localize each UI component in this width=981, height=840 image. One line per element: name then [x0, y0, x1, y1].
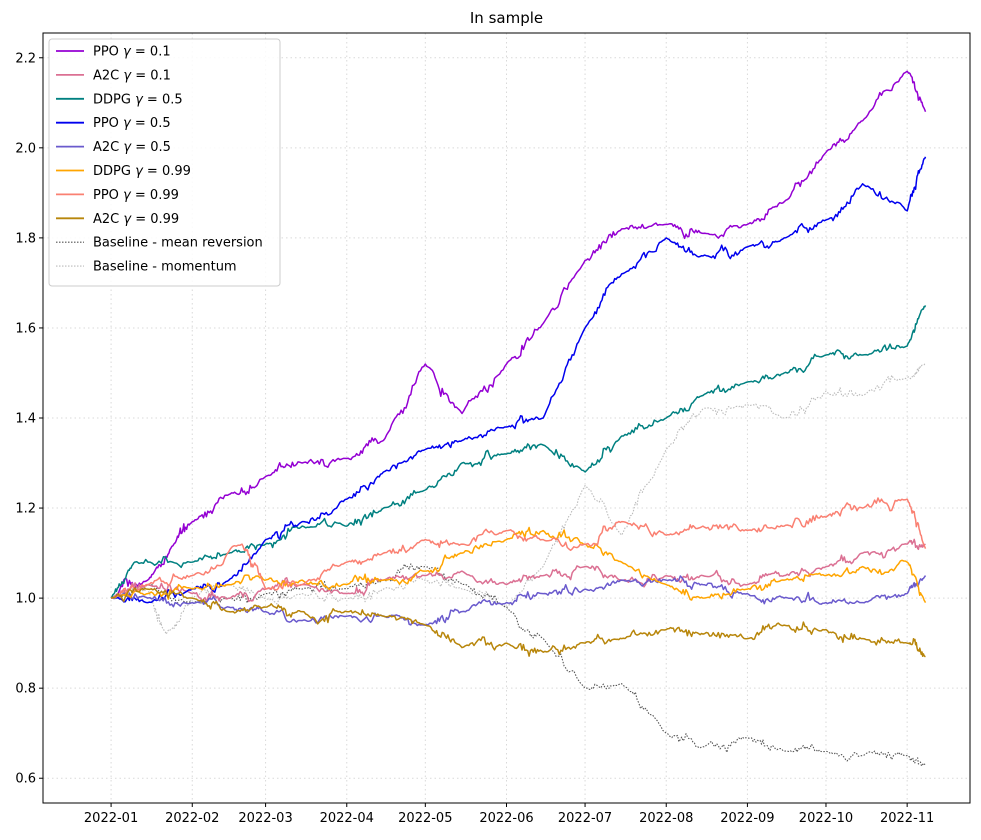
- gamma-symbol: γ: [119, 68, 132, 83]
- equals-sign: =: [131, 140, 150, 155]
- equals-sign: =: [143, 92, 162, 107]
- x-tick-label: 2022-11: [880, 811, 934, 826]
- legend-label-text: DDPG: [93, 92, 131, 107]
- legend-label-text: A2C: [93, 140, 119, 155]
- y-tick-label: 1.8: [15, 231, 36, 246]
- series-layer: [110, 70, 927, 766]
- y-tick-label: 2.0: [15, 141, 36, 156]
- gamma-symbol: γ: [119, 140, 132, 155]
- x-tick-label: 2022-10: [799, 811, 853, 826]
- grid-layer: [43, 33, 970, 803]
- legend-label: PPO γ = 0.1: [93, 45, 171, 60]
- gamma-value: 0.5: [162, 92, 183, 107]
- gamma-symbol: γ: [119, 116, 132, 131]
- y-tick-label: 1.6: [15, 321, 36, 336]
- y-tick-label: 1.0: [15, 592, 36, 607]
- legend-label-text: Baseline - momentum: [93, 260, 237, 275]
- gamma-value: 0.1: [150, 45, 171, 60]
- gamma-value: 0.1: [150, 68, 171, 83]
- legend-label: A2C γ = 0.1: [93, 68, 171, 83]
- legend-label: DDPG γ = 0.5: [93, 92, 183, 107]
- legend-label-text: PPO: [93, 188, 119, 203]
- legend-label: A2C γ = 0.5: [93, 140, 171, 155]
- gamma-value: 0.99: [150, 188, 179, 203]
- series-line: [110, 70, 927, 599]
- equals-sign: =: [131, 45, 150, 60]
- y-tick-label: 0.8: [15, 682, 36, 697]
- series-line: [110, 587, 926, 658]
- legend-label: A2C γ = 0.99: [93, 212, 179, 227]
- legend-label: PPO γ = 0.5: [93, 116, 171, 131]
- chart-title: In sample: [470, 9, 543, 27]
- gamma-value: 0.5: [150, 140, 171, 155]
- legend-label: Baseline - mean reversion: [93, 236, 263, 251]
- series-line: [111, 575, 927, 627]
- legend-label: PPO γ = 0.99: [93, 188, 179, 203]
- y-tick-label: 0.6: [15, 772, 36, 787]
- x-tick-label: 2022-09: [720, 811, 774, 826]
- legend-label: DDPG γ = 0.99: [93, 164, 191, 179]
- equals-sign: =: [131, 212, 150, 227]
- gamma-symbol: γ: [119, 212, 132, 227]
- series-line: [110, 563, 926, 766]
- legend-label-text: DDPG: [93, 164, 131, 179]
- y-tick-label: 2.2: [15, 51, 36, 66]
- series-line: [110, 497, 927, 599]
- x-tick-label: 2022-04: [320, 811, 374, 826]
- series-line: [110, 538, 926, 603]
- y-tick-label: 1.2: [15, 502, 36, 517]
- legend-label-text: A2C: [93, 212, 119, 227]
- legend-label-text: PPO: [93, 45, 119, 60]
- legend-label-text: A2C: [93, 68, 119, 83]
- series-line: [110, 305, 927, 599]
- gamma-value: 0.99: [150, 212, 179, 227]
- gamma-symbol: γ: [131, 92, 144, 107]
- x-tick-label: 2022-08: [639, 811, 693, 826]
- x-tick-label: 2022-03: [238, 811, 292, 826]
- series-line: [110, 156, 927, 604]
- equals-sign: =: [131, 188, 150, 203]
- ticks-layer: 2022-01 2022-02 2022-03 2022-04 2022-05 2022-…: [15, 51, 934, 826]
- x-tick-label: 2022-05: [398, 811, 452, 826]
- legend-label: Baseline - momentum: [93, 260, 237, 275]
- equals-sign: =: [131, 116, 150, 131]
- gamma-symbol: γ: [119, 45, 132, 60]
- gamma-symbol: γ: [119, 188, 132, 203]
- x-tick-label: 2022-02: [165, 811, 219, 826]
- series-line: [110, 363, 926, 635]
- legend-box: [48, 38, 281, 287]
- legend-label-text: PPO: [93, 116, 119, 131]
- equals-sign: =: [143, 164, 162, 179]
- legend-label-text: Baseline - mean reversion: [93, 236, 263, 251]
- x-tick-label: 2022-07: [558, 811, 612, 826]
- equals-sign: =: [131, 68, 150, 83]
- gamma-value: 0.99: [162, 164, 191, 179]
- gamma-symbol: γ: [131, 164, 144, 179]
- y-tick-label: 1.4: [15, 412, 36, 427]
- x-tick-label: 2022-06: [479, 811, 533, 826]
- gamma-value: 0.5: [150, 116, 171, 131]
- x-tick-label: 2022-01: [84, 811, 138, 826]
